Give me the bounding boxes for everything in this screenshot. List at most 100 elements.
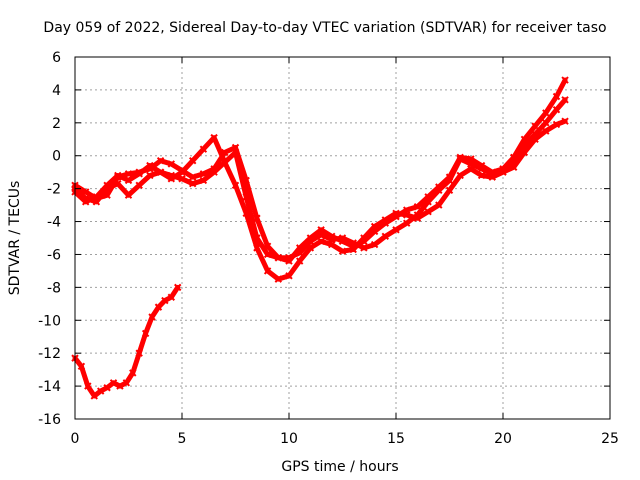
data-point (295, 257, 304, 265)
data-point (135, 181, 143, 190)
data-point (306, 234, 315, 242)
data-point (109, 379, 118, 387)
data-point (360, 244, 368, 252)
data-point (467, 155, 475, 163)
data-point (328, 240, 336, 249)
data-point (456, 153, 464, 162)
data-point (552, 92, 561, 101)
data-point (231, 181, 240, 190)
data-point (381, 232, 390, 241)
data-point (263, 250, 272, 259)
data-point (477, 171, 486, 180)
data-point (81, 194, 90, 203)
data-point (154, 303, 163, 311)
data-series (71, 76, 569, 400)
data-point (114, 173, 122, 181)
x-tick-label: 5 (178, 431, 187, 447)
y-tick-label: 0 (52, 149, 61, 165)
data-point (161, 296, 169, 305)
data-point (467, 165, 475, 173)
x-tick-label: 10 (280, 431, 298, 447)
series-line (72, 118, 568, 282)
data-point (435, 201, 443, 209)
data-point (392, 226, 400, 234)
y-tick-label: -10 (38, 313, 61, 329)
y-tick-label: -16 (38, 412, 61, 428)
data-point (167, 160, 176, 168)
y-tick-label: 6 (52, 50, 61, 66)
data-point (103, 184, 111, 193)
data-point (424, 207, 432, 216)
data-point (295, 244, 304, 252)
x-tick-label: 0 (71, 431, 80, 447)
data-point (520, 135, 529, 143)
data-point (96, 387, 105, 395)
data-point (178, 168, 186, 176)
data-point (210, 165, 218, 173)
data-point (90, 392, 98, 400)
data-point (116, 382, 124, 390)
data-point (274, 254, 283, 262)
series-track-3 (71, 117, 569, 283)
data-point (156, 168, 165, 176)
data-point (509, 163, 518, 171)
data-point (338, 237, 347, 245)
data-point (370, 240, 379, 249)
data-point (445, 186, 454, 194)
data-point (317, 226, 325, 234)
data-point (531, 135, 539, 143)
data-point (402, 211, 411, 219)
data-point (561, 76, 569, 84)
data-point (477, 161, 486, 170)
data-point (317, 237, 325, 245)
data-point (263, 242, 272, 250)
y-tick-label: -6 (47, 247, 61, 263)
data-point (124, 176, 133, 185)
y-axis: -16 -14 -12 -10 -8 -6 -4 -2 0 2 4 6 (38, 50, 610, 428)
data-point (146, 165, 154, 173)
data-point (253, 244, 261, 252)
data-point (124, 191, 133, 199)
data-point (456, 171, 464, 180)
data-point (435, 183, 443, 191)
data-point (552, 105, 561, 114)
x-axis: 0 5 10 15 20 25 (71, 57, 619, 447)
data-point (285, 257, 293, 265)
data-point (122, 379, 131, 387)
data-point (124, 170, 133, 178)
data-point (285, 272, 293, 280)
y-tick-label: -8 (47, 280, 61, 296)
data-point (499, 168, 507, 176)
data-point (370, 222, 379, 231)
x-axis-label: GPS time / hours (281, 459, 398, 475)
y-tick-label: -14 (38, 379, 61, 395)
data-point (242, 176, 250, 185)
data-point (141, 329, 150, 338)
data-point (129, 369, 137, 377)
data-point (413, 203, 422, 211)
data-point (338, 247, 347, 255)
data-point (328, 232, 336, 241)
data-point (488, 173, 497, 181)
data-point (92, 198, 101, 206)
data-point (167, 175, 176, 183)
data-point (424, 193, 432, 201)
data-point (542, 109, 550, 117)
data-point (84, 382, 92, 390)
plot-frame (74, 56, 611, 420)
data-point (199, 176, 208, 185)
series-track-2 (71, 76, 569, 265)
data-point (381, 216, 390, 224)
y-tick-label: -2 (47, 182, 61, 198)
data-point (509, 153, 518, 162)
data-point (148, 313, 156, 321)
data-point (178, 175, 186, 183)
data-point (402, 219, 411, 227)
data-point (135, 349, 143, 357)
y-tick-label: 4 (52, 83, 61, 99)
data-point (531, 122, 539, 130)
data-point (520, 148, 529, 157)
data-point (542, 127, 550, 135)
data-point (167, 293, 176, 301)
